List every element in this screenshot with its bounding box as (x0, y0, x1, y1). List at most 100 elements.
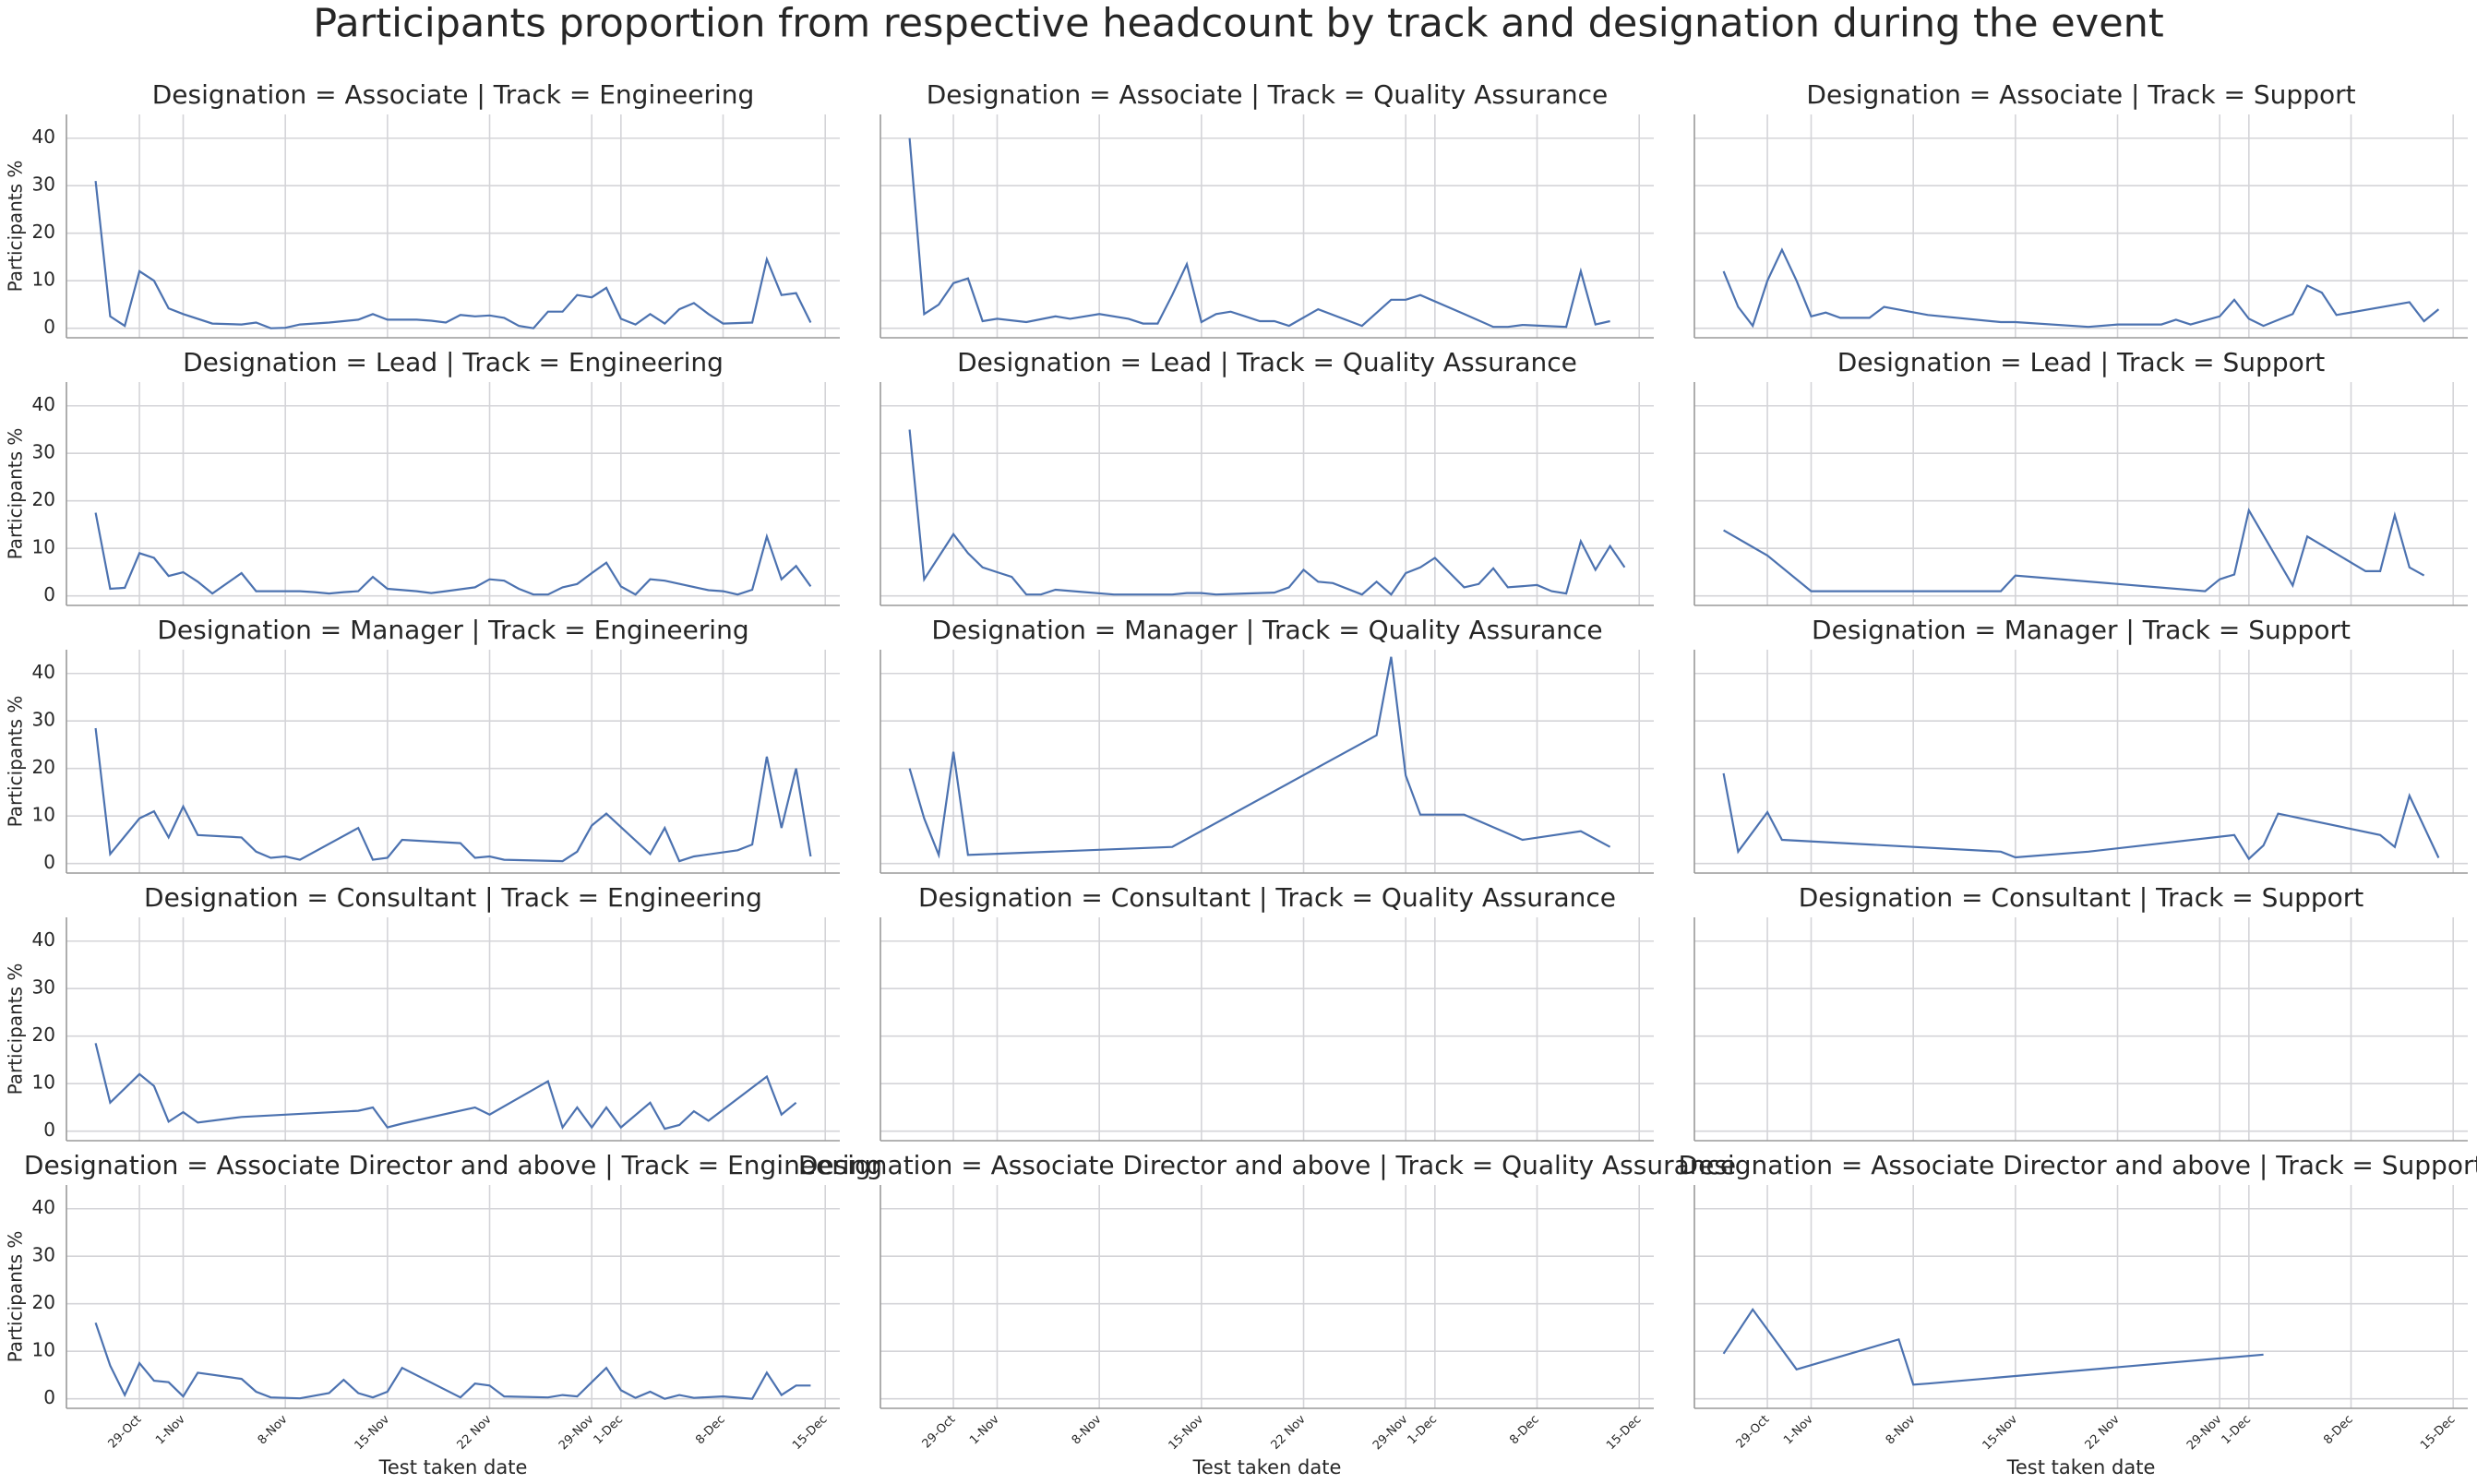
x-tick-label: 8-Dec (2321, 1413, 2356, 1448)
x-tick-label: 8-Dec (693, 1413, 728, 1448)
panel: Designation = Manager | Track = Support (1693, 615, 2468, 874)
panel-title: Designation = Associate | Track = Engine… (152, 79, 755, 110)
panel-title: Designation = Manager | Track = Quality … (931, 615, 1602, 645)
x-tick-label: 29-Oct (106, 1413, 145, 1452)
x-tick-label: 29-Oct (1734, 1413, 1773, 1452)
data-line (94, 512, 812, 596)
y-tick-label: 40 (32, 126, 55, 148)
x-axis-label: Test taken date (1192, 1456, 1342, 1478)
y-axis-label: Participants % (5, 696, 27, 828)
panel-title: Designation = Manager | Track = Support (1812, 615, 2351, 645)
y-tick-label: 20 (32, 1291, 55, 1313)
x-tick-label: 29-Nov (556, 1412, 597, 1453)
x-tick-label: 1-Nov (967, 1412, 1002, 1447)
panel-title: Designation = Consultant | Track = Suppo… (1799, 882, 2364, 913)
panel: Designation = Manager | Track = Quality … (880, 615, 1654, 874)
y-axis-label: Participants % (5, 161, 27, 293)
x-tick-label: 22 Nov (2083, 1412, 2123, 1452)
panel-title: Designation = Lead | Track = Engineering (183, 347, 724, 377)
data-line (908, 429, 1626, 596)
panel: 0 10 20 30 40 29-Oct 1-Nov 8-Nov 15-Nov 22 Nov 29-… (5, 1150, 883, 1478)
panel: Designation = Associate | Track = Suppor… (1693, 79, 2468, 339)
y-tick-label: 40 (32, 928, 55, 951)
x-tick-label: 1-Dec (2220, 1413, 2255, 1448)
y-tick-label: 30 (32, 174, 55, 196)
x-tick-label: 15-Dec (790, 1413, 830, 1453)
y-tick-label: 20 (32, 488, 55, 510)
data-line (94, 1043, 797, 1131)
y-tick-label: 40 (32, 1196, 55, 1218)
panel-title: Designation = Manager | Track = Engineer… (157, 615, 748, 645)
panel: 0 10 20 30 40 Designation = Consultant | Trac… (5, 882, 840, 1142)
y-tick-label: 0 (43, 1386, 55, 1408)
panel-title: Designation = Lead | Track = Support (1837, 347, 2325, 377)
x-tick-label: 22 Nov (1269, 1412, 1309, 1452)
y-tick-label: 30 (32, 1244, 55, 1266)
y-tick-label: 0 (43, 583, 55, 605)
x-tick-label: 1-Nov (153, 1412, 188, 1447)
x-tick-label: 15-Dec (1604, 1413, 1644, 1453)
panel: Designation = Lead | Track = Support (1693, 347, 2468, 606)
y-tick-label: 0 (43, 316, 55, 338)
x-axis-label: Test taken date (378, 1456, 528, 1478)
y-tick-label: 0 (43, 851, 55, 873)
y-tick-label: 40 (32, 661, 55, 683)
data-line (1722, 247, 2440, 329)
panel-title: Designation = Consultant | Track = Engin… (144, 882, 762, 913)
y-axis-label: Participants % (5, 963, 27, 1095)
panel: 0 10 20 30 40 Designation = Lead | Track = En… (5, 347, 840, 606)
x-tick-label: 29-Nov (2184, 1412, 2225, 1453)
x-tick-label: 8-Nov (256, 1412, 291, 1447)
data-line (1723, 508, 2425, 592)
data-line (908, 138, 1610, 329)
x-tick-label: 15-Nov (353, 1412, 393, 1453)
y-tick-label: 10 (32, 1339, 55, 1361)
x-tick-label: 22 Nov (455, 1412, 495, 1452)
panel: Designation = Consultant | Track = Suppo… (1693, 882, 2468, 1142)
panel: Designation = Consultant | Track = Quali… (880, 882, 1654, 1142)
panel: 0 10 20 30 40 Designation = Associate | Track… (5, 79, 840, 339)
y-axis-label: Participants % (5, 1231, 27, 1363)
data-line (1722, 1307, 2264, 1386)
y-tick-label: 10 (32, 269, 55, 291)
x-tick-label: 8-Dec (1507, 1413, 1542, 1448)
x-tick-label: 29-Nov (1370, 1412, 1411, 1453)
x-tick-label: 8-Nov (1070, 1412, 1105, 1447)
panel: 0 10 20 30 40 Designation = Manager | Track =… (5, 615, 840, 874)
y-tick-label: 0 (43, 1119, 55, 1141)
y-tick-label: 20 (32, 1023, 55, 1046)
panel-title: Designation = Associate Director and abo… (1679, 1150, 2477, 1180)
x-tick-label: 1-Nov (1781, 1412, 1816, 1447)
panel: Designation = Associate | Track = Qualit… (880, 79, 1654, 339)
data-line (94, 727, 812, 863)
x-tick-label: 1-Dec (592, 1413, 627, 1448)
x-tick-label: 1-Dec (1406, 1413, 1441, 1448)
y-tick-label: 20 (32, 756, 55, 778)
y-tick-label: 30 (32, 709, 55, 731)
data-line (94, 1322, 811, 1400)
y-tick-label: 30 (32, 976, 55, 999)
data-line (1722, 772, 2440, 861)
x-tick-label: 8-Nov (1884, 1412, 1919, 1447)
figure-title: Participants proportion from respective … (313, 1, 2164, 47)
panel-title: Designation = Associate | Track = Suppor… (1806, 79, 2355, 110)
x-tick-label: 29-Oct (920, 1413, 959, 1452)
data-line (94, 180, 812, 329)
panel-title: Designation = Associate | Track = Qualit… (927, 79, 1609, 110)
panel-title: Designation = Consultant | Track = Quali… (918, 882, 1616, 913)
panel-title: Designation = Associate Director and abo… (24, 1150, 882, 1180)
x-tick-label: 15-Nov (1167, 1412, 1207, 1453)
y-tick-label: 10 (32, 1071, 55, 1094)
panel-title: Designation = Associate Director and abo… (798, 1150, 1736, 1180)
y-tick-label: 10 (32, 804, 55, 826)
y-tick-label: 40 (32, 393, 55, 415)
y-axis-label: Participants % (5, 428, 27, 560)
x-tick-label: 15-Dec (2418, 1413, 2458, 1453)
y-tick-label: 20 (32, 221, 55, 243)
y-tick-label: 30 (32, 441, 55, 463)
x-axis-label: Test taken date (2006, 1456, 2156, 1478)
y-tick-label: 10 (32, 536, 55, 558)
